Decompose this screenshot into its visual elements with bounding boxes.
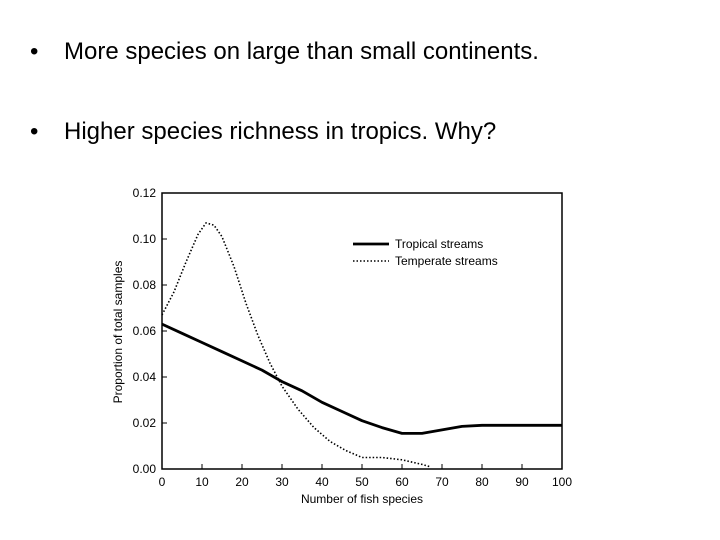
temperate-series-line xyxy=(161,222,431,468)
x-tick-label: 10 xyxy=(195,475,209,489)
x-tick-label: 80 xyxy=(475,475,489,489)
legend-label: Tropical streams xyxy=(395,237,483,251)
x-tick-label: 20 xyxy=(235,475,249,489)
x-axis-label: Number of fish species xyxy=(301,492,423,506)
x-tick-label: 70 xyxy=(435,475,449,489)
y-tick-label: 0.10 xyxy=(133,232,157,246)
bullet-text: More species on large than small contine… xyxy=(64,38,539,65)
y-axis-label: Proportion of total samples xyxy=(111,261,125,404)
y-tick-label: 0.06 xyxy=(133,324,157,338)
species-richness-chart: 0 10 20 30 40 50 60 70 80 90 100 0.00 0.02 0.04 0.06 0.… xyxy=(100,176,600,516)
chart-series xyxy=(161,222,562,468)
y-tick-label: 0.04 xyxy=(133,370,157,384)
legend-label: Temperate streams xyxy=(395,254,498,268)
chart-axes: 0 10 20 30 40 50 60 70 80 90 100 0.00 0.02 0.04 0.06 0.… xyxy=(133,186,573,489)
x-tick-label: 40 xyxy=(315,475,329,489)
x-tick-label: 30 xyxy=(275,475,289,489)
bullet-text: Higher species richness in tropics. Why? xyxy=(64,118,497,145)
chart-legend: Tropical streams Temperate streams xyxy=(353,237,498,268)
x-tick-label: 90 xyxy=(515,475,529,489)
tropical-series-line xyxy=(161,322,562,435)
x-tick-label: 50 xyxy=(355,475,369,489)
chart-svg: 0 10 20 30 40 50 60 70 80 90 100 0.00 0.02 0.04 0.06 0.… xyxy=(111,186,573,506)
x-tick-label: 60 xyxy=(395,475,409,489)
x-tick-label: 100 xyxy=(552,475,572,489)
bullet-item: • Higher species richness in tropics. Wh… xyxy=(30,116,710,148)
bullet-list: • More species on large than small conti… xyxy=(30,36,710,196)
plot-frame xyxy=(161,192,563,470)
y-tick-label: 0.12 xyxy=(133,186,157,200)
y-tick-label: 0.00 xyxy=(133,462,157,476)
x-tick-label: 0 xyxy=(159,475,166,489)
bullet-marker: • xyxy=(30,118,39,145)
y-tick-label: 0.02 xyxy=(133,416,157,430)
bullet-item: • More species on large than small conti… xyxy=(30,36,710,68)
y-tick-label: 0.08 xyxy=(133,278,157,292)
bullet-marker: • xyxy=(30,38,39,65)
